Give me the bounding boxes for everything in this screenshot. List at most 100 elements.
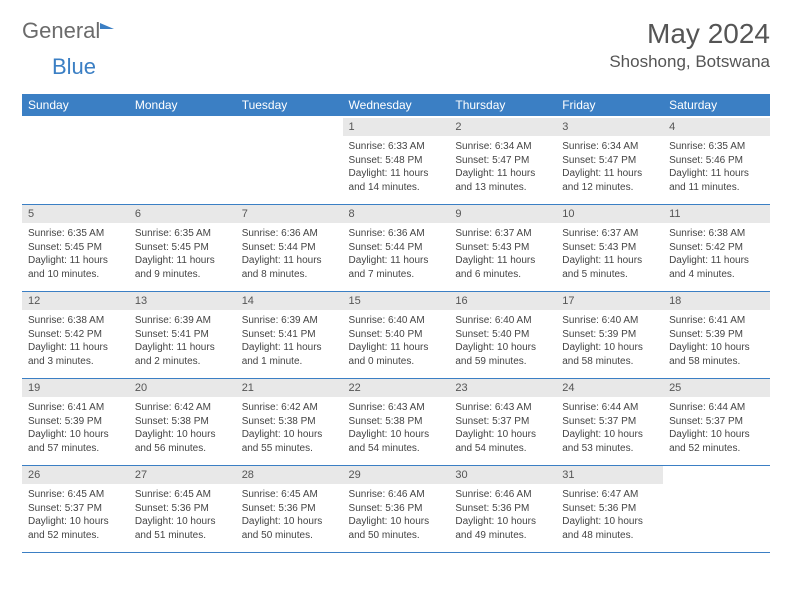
day-cell: Sunrise: 6:45 AMSunset: 5:37 PMDaylight:…	[22, 484, 129, 553]
day-line: Sunrise: 6:42 AM	[242, 401, 337, 415]
day-number: 9	[449, 205, 556, 224]
day-cell: Sunrise: 6:46 AMSunset: 5:36 PMDaylight:…	[343, 484, 450, 553]
day-line: Daylight: 10 hours and 58 minutes.	[669, 341, 764, 368]
day-line: Daylight: 11 hours and 9 minutes.	[135, 254, 230, 281]
day-line: Sunset: 5:42 PM	[28, 328, 123, 342]
day-cell: Sunrise: 6:39 AMSunset: 5:41 PMDaylight:…	[129, 310, 236, 379]
day-line: Sunrise: 6:40 AM	[562, 314, 657, 328]
day-line: Daylight: 11 hours and 13 minutes.	[455, 167, 550, 194]
day-number: 15	[343, 292, 450, 311]
calendar-table: Sunday Monday Tuesday Wednesday Thursday…	[22, 94, 770, 553]
day-line: Daylight: 11 hours and 0 minutes.	[349, 341, 444, 368]
day-line: Daylight: 10 hours and 48 minutes.	[562, 515, 657, 542]
day-cell	[236, 136, 343, 205]
day-line: Sunrise: 6:41 AM	[28, 401, 123, 415]
day-number: 26	[22, 466, 129, 485]
day-number: 23	[449, 379, 556, 398]
day-line: Daylight: 10 hours and 56 minutes.	[135, 428, 230, 455]
day-line: Daylight: 10 hours and 57 minutes.	[28, 428, 123, 455]
day-line: Sunset: 5:36 PM	[349, 502, 444, 516]
day-line: Sunrise: 6:35 AM	[669, 140, 764, 154]
day-cell: Sunrise: 6:38 AMSunset: 5:42 PMDaylight:…	[663, 223, 770, 292]
day-line: Sunset: 5:37 PM	[28, 502, 123, 516]
day-number: 28	[236, 466, 343, 485]
day-line: Sunrise: 6:36 AM	[242, 227, 337, 241]
day-cell: Sunrise: 6:38 AMSunset: 5:42 PMDaylight:…	[22, 310, 129, 379]
day-line: Sunset: 5:39 PM	[562, 328, 657, 342]
day-cell: Sunrise: 6:34 AMSunset: 5:47 PMDaylight:…	[449, 136, 556, 205]
day-cell: Sunrise: 6:35 AMSunset: 5:45 PMDaylight:…	[22, 223, 129, 292]
day-line: Daylight: 10 hours and 58 minutes.	[562, 341, 657, 368]
daynum-row: 19202122232425	[22, 379, 770, 398]
day-number: 18	[663, 292, 770, 311]
day-line: Sunrise: 6:34 AM	[562, 140, 657, 154]
day-content-row: Sunrise: 6:35 AMSunset: 5:45 PMDaylight:…	[22, 223, 770, 292]
day-line: Sunrise: 6:41 AM	[669, 314, 764, 328]
day-line: Daylight: 11 hours and 3 minutes.	[28, 341, 123, 368]
day-line: Daylight: 11 hours and 5 minutes.	[562, 254, 657, 281]
day-line: Sunrise: 6:42 AM	[135, 401, 230, 415]
day-line: Sunrise: 6:47 AM	[562, 488, 657, 502]
day-line: Sunset: 5:41 PM	[135, 328, 230, 342]
day-number	[663, 466, 770, 485]
weekday-header-row: Sunday Monday Tuesday Wednesday Thursday…	[22, 94, 770, 117]
day-line: Daylight: 10 hours and 54 minutes.	[349, 428, 444, 455]
day-cell: Sunrise: 6:37 AMSunset: 5:43 PMDaylight:…	[556, 223, 663, 292]
day-line: Sunset: 5:47 PM	[562, 154, 657, 168]
day-number: 8	[343, 205, 450, 224]
day-line: Daylight: 11 hours and 12 minutes.	[562, 167, 657, 194]
day-line: Sunrise: 6:39 AM	[135, 314, 230, 328]
day-cell	[22, 136, 129, 205]
day-line: Sunset: 5:36 PM	[562, 502, 657, 516]
day-number: 12	[22, 292, 129, 311]
day-cell: Sunrise: 6:43 AMSunset: 5:38 PMDaylight:…	[343, 397, 450, 466]
day-line: Daylight: 11 hours and 8 minutes.	[242, 254, 337, 281]
day-cell: Sunrise: 6:35 AMSunset: 5:45 PMDaylight:…	[129, 223, 236, 292]
day-number: 31	[556, 466, 663, 485]
day-line: Sunset: 5:37 PM	[455, 415, 550, 429]
day-line: Sunset: 5:43 PM	[455, 241, 550, 255]
day-content-row: Sunrise: 6:33 AMSunset: 5:48 PMDaylight:…	[22, 136, 770, 205]
day-number: 29	[343, 466, 450, 485]
logo-triangle-icon	[100, 23, 114, 29]
day-number: 1	[343, 117, 450, 136]
day-line: Sunset: 5:47 PM	[455, 154, 550, 168]
day-line: Sunrise: 6:40 AM	[349, 314, 444, 328]
day-line: Sunset: 5:38 PM	[349, 415, 444, 429]
day-line: Daylight: 10 hours and 50 minutes.	[349, 515, 444, 542]
day-line: Daylight: 10 hours and 53 minutes.	[562, 428, 657, 455]
day-line: Daylight: 10 hours and 49 minutes.	[455, 515, 550, 542]
day-number	[129, 117, 236, 136]
day-line: Daylight: 11 hours and 6 minutes.	[455, 254, 550, 281]
day-number: 11	[663, 205, 770, 224]
day-line: Sunset: 5:46 PM	[669, 154, 764, 168]
day-cell: Sunrise: 6:40 AMSunset: 5:40 PMDaylight:…	[449, 310, 556, 379]
day-number	[22, 117, 129, 136]
day-cell: Sunrise: 6:41 AMSunset: 5:39 PMDaylight:…	[22, 397, 129, 466]
location-text: Shoshong, Botswana	[609, 52, 770, 72]
day-line: Daylight: 10 hours and 51 minutes.	[135, 515, 230, 542]
day-line: Daylight: 11 hours and 14 minutes.	[349, 167, 444, 194]
day-cell: Sunrise: 6:45 AMSunset: 5:36 PMDaylight:…	[236, 484, 343, 553]
day-number: 27	[129, 466, 236, 485]
day-number: 19	[22, 379, 129, 398]
day-cell: Sunrise: 6:40 AMSunset: 5:39 PMDaylight:…	[556, 310, 663, 379]
day-line: Sunrise: 6:45 AM	[135, 488, 230, 502]
day-line: Sunrise: 6:43 AM	[349, 401, 444, 415]
daynum-row: 262728293031	[22, 466, 770, 485]
day-line: Sunset: 5:36 PM	[135, 502, 230, 516]
day-line: Sunrise: 6:43 AM	[455, 401, 550, 415]
day-line: Sunset: 5:48 PM	[349, 154, 444, 168]
day-number: 20	[129, 379, 236, 398]
day-line: Sunset: 5:44 PM	[349, 241, 444, 255]
day-line: Sunrise: 6:38 AM	[669, 227, 764, 241]
day-cell: Sunrise: 6:44 AMSunset: 5:37 PMDaylight:…	[556, 397, 663, 466]
day-line: Sunset: 5:36 PM	[455, 502, 550, 516]
day-number: 16	[449, 292, 556, 311]
day-line: Sunrise: 6:46 AM	[455, 488, 550, 502]
day-line: Sunset: 5:39 PM	[28, 415, 123, 429]
day-number: 10	[556, 205, 663, 224]
day-line: Daylight: 10 hours and 52 minutes.	[669, 428, 764, 455]
day-number: 7	[236, 205, 343, 224]
day-line: Sunrise: 6:35 AM	[135, 227, 230, 241]
